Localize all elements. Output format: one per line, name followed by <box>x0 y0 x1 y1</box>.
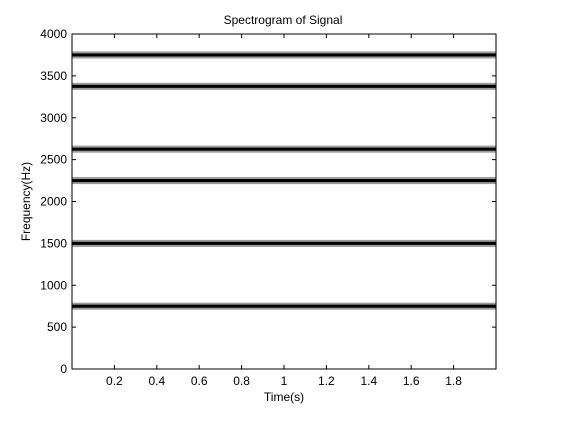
spectral-band <box>72 177 496 185</box>
band-core <box>72 147 496 151</box>
x-tick-label: 0.8 <box>233 374 250 388</box>
x-axis-ticks: 0.2 0.4 0.6 0.8 1 1.2 1.4 1.6 1.8 <box>106 34 462 388</box>
y-tick-label: 3500 <box>40 69 67 83</box>
x-tick-label: 1.6 <box>403 374 420 388</box>
y-tick-label: 2500 <box>40 153 67 167</box>
y-tick-label: 4000 <box>40 27 67 41</box>
x-axis-label: Time(s) <box>264 390 304 404</box>
chart-title: Spectrogram of Signal <box>224 13 343 27</box>
x-tick-label: 1 <box>281 374 288 388</box>
x-tick-label: 1.2 <box>318 374 335 388</box>
y-tick-label: 2000 <box>40 195 67 209</box>
band-core <box>72 53 496 57</box>
spectral-band <box>72 51 496 59</box>
spectral-band <box>72 239 496 247</box>
band-core <box>72 179 496 183</box>
spectral-band <box>72 302 496 310</box>
x-tick-label: 1.8 <box>445 374 462 388</box>
y-tick-label: 1000 <box>40 278 67 292</box>
band-core <box>72 304 496 308</box>
x-tick-label: 0.2 <box>106 374 123 388</box>
x-tick-label: 1.4 <box>360 374 377 388</box>
y-tick-label: 500 <box>47 320 67 334</box>
y-axis-label: Frequency(Hz) <box>19 162 33 241</box>
y-axis-ticks: 0 500 1000 1500 2000 2500 3000 3500 4000 <box>40 27 496 376</box>
y-tick-label: 1500 <box>40 236 67 250</box>
y-tick-label: 0 <box>60 362 67 376</box>
x-tick-label: 0.4 <box>148 374 165 388</box>
band-core <box>72 84 496 88</box>
spectral-band <box>72 145 496 153</box>
spectral-bands <box>72 51 496 310</box>
spectral-band <box>72 82 496 90</box>
band-core <box>72 241 496 245</box>
x-tick-label: 0.6 <box>191 374 208 388</box>
y-tick-label: 3000 <box>40 111 67 125</box>
